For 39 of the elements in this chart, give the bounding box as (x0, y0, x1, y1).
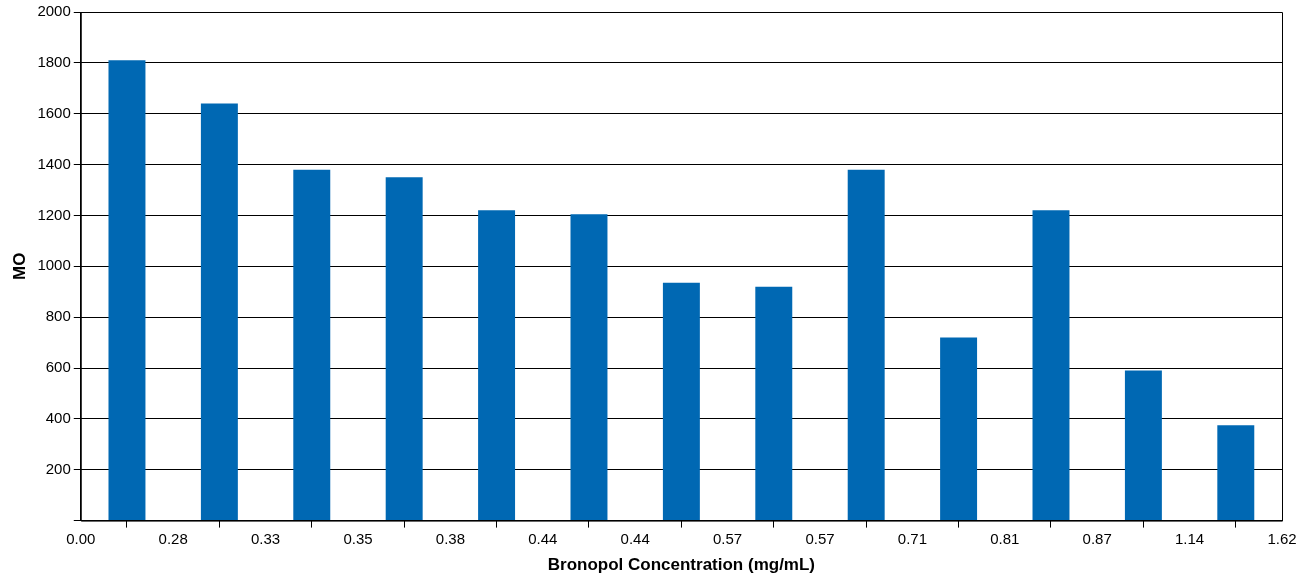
y-tick-label: 1000 (37, 256, 71, 274)
x-tick-label: 0.87 (1082, 529, 1112, 547)
x-tick-label: 0.57 (805, 529, 835, 547)
x-tick-label: 0.81 (990, 529, 1020, 547)
x-tick-label: 0.00 (66, 529, 96, 547)
bar (940, 337, 978, 521)
x-tick-label: 0.44 (620, 529, 650, 547)
y-tick-label: 1200 (37, 205, 71, 223)
y-tick-label: 800 (45, 307, 71, 325)
x-tick-label: 0.33 (250, 529, 281, 547)
y-tick-label: 1600 (37, 103, 71, 121)
x-tick-label: 1.62 (1267, 529, 1297, 547)
y-axis-title: MO (9, 252, 29, 280)
x-tick-label: 0.71 (897, 529, 927, 547)
x-tick-label: 0.44 (528, 529, 558, 547)
x-tick-label: 0.57 (712, 529, 743, 547)
y-tick-label: 1800 (37, 53, 71, 70)
x-tick-label: 0.35 (343, 529, 373, 547)
bar (1124, 370, 1162, 521)
bar (385, 177, 423, 521)
x-tick-label: 0.28 (158, 529, 188, 547)
x-tick-label: 1.14 (1175, 529, 1205, 547)
bar (200, 103, 238, 521)
bar (570, 214, 608, 521)
y-tick-label: 600 (45, 358, 71, 376)
bar (293, 169, 331, 521)
bar (1032, 210, 1070, 521)
y-tick-label: 1400 (37, 154, 71, 172)
bar (662, 282, 700, 521)
bar (108, 60, 146, 521)
bar (1217, 425, 1255, 521)
x-tick-label: 0.38 (435, 529, 465, 547)
bar (755, 286, 793, 521)
y-tick-label: 400 (45, 409, 71, 427)
bar (847, 169, 885, 521)
x-axis-title: Bronopol Concentration (mg/mL) (547, 555, 816, 575)
y-tick-label: 200 (45, 459, 71, 477)
bar (478, 210, 516, 521)
y-tick-label: 2000 (37, 2, 71, 20)
